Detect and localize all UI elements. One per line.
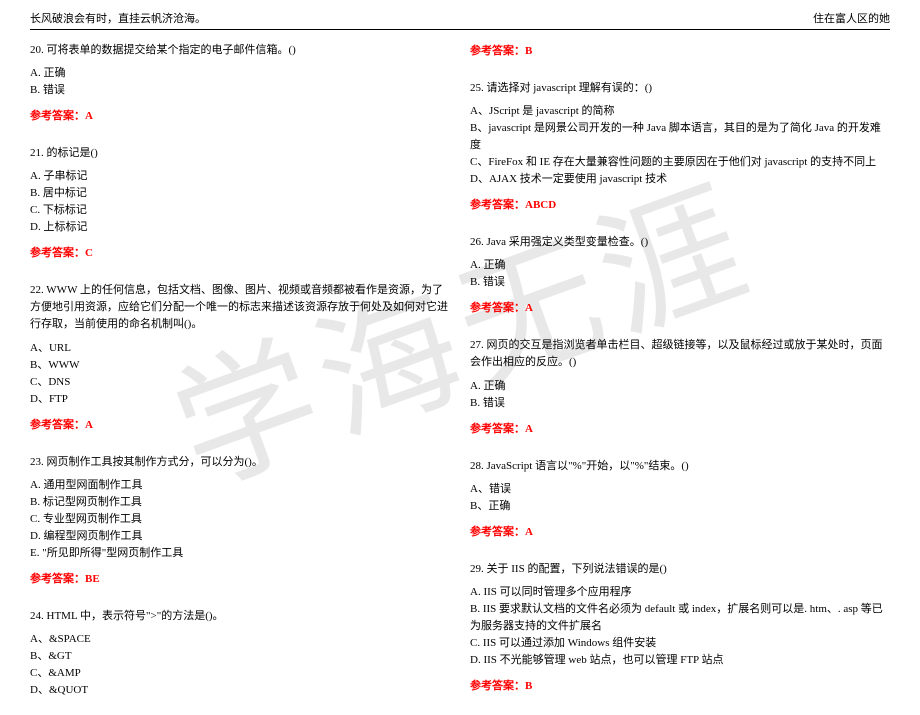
q22-opt-d: D、FTP xyxy=(30,391,450,408)
q23-stem: 23. 网页制作工具按其制作方式分，可以分为()。 xyxy=(30,454,450,471)
q20-answer: 参考答案：A xyxy=(30,107,450,123)
page-header: 长风破浪会有时，直挂云帆济沧海。 住在富人区的她 xyxy=(30,10,890,30)
header-right-text: 住在富人区的她 xyxy=(813,10,890,26)
q26-answer: 参考答案：A xyxy=(470,299,890,315)
q26-stem: 26. Java 采用强定义类型变量检查。() xyxy=(470,234,890,251)
q22-opt-c: C、DNS xyxy=(30,374,450,391)
q29-opt-c: C. IIS 可以通过添加 Windows 组件安装 xyxy=(470,635,890,652)
q23-opt-e: E. "所见即所得"型网页制作工具 xyxy=(30,545,450,562)
header-quote: 长风破浪会有时，直挂云帆济沧海。 xyxy=(30,10,206,26)
q20-opt-a: A. 正确 xyxy=(30,65,450,82)
q25-answer: 参考答案：ABCD xyxy=(470,196,890,212)
q29-answer: 参考答案：B xyxy=(470,677,890,693)
q29-stem: 29. 关于 IIS 的配置，下列说法错误的是() xyxy=(470,561,890,578)
q28-opt-a: A、错误 xyxy=(470,481,890,498)
q21-opt-d: D. 上标标记 xyxy=(30,219,450,236)
left-column: 20. 可将表单的数据提交给某个指定的电子邮件信箱。() A. 正确 B. 错误… xyxy=(30,42,450,715)
q23-answer: 参考答案：BE xyxy=(30,570,450,586)
q27-stem: 27. 网页的交互是指浏览者单击栏目、超级链接等，以及鼠标经过或放于某处时，页面… xyxy=(470,337,890,371)
q26-opt-b: B. 错误 xyxy=(470,274,890,291)
q28-stem: 28. JavaScript 语言以"%"开始，以"%"结束。() xyxy=(470,458,890,475)
q21-opt-a: A. 子串标记 xyxy=(30,168,450,185)
q25-opt-d: D、AJAX 技术一定要使用 javascript 技术 xyxy=(470,171,890,188)
q21-answer: 参考答案：C xyxy=(30,244,450,260)
q28-answer: 参考答案：A xyxy=(470,523,890,539)
q23-opt-a: A. 通用型网面制作工具 xyxy=(30,477,450,494)
q25-opt-c: C、FireFox 和 IE 存在大量兼容性问题的主要原因在于他们对 javas… xyxy=(470,154,890,171)
q29-opt-d: D. IIS 不光能够管理 web 站点，也可以管理 FTP 站点 xyxy=(470,652,890,669)
q24-opt-d: D、&QUOT xyxy=(30,682,450,699)
q25-opt-b: B、javascript 是网景公司开发的一种 Java 脚本语言，其目的是为了… xyxy=(470,120,890,154)
q24-stem: 24. HTML 中，表示符号">"的方法是()。 xyxy=(30,608,450,625)
content-columns: 20. 可将表单的数据提交给某个指定的电子邮件信箱。() A. 正确 B. 错误… xyxy=(30,42,890,715)
q28-opt-b: B、正确 xyxy=(470,498,890,515)
q25-stem: 25. 请选择对 javascript 理解有误的：() xyxy=(470,80,890,97)
q26-opt-a: A. 正确 xyxy=(470,257,890,274)
q22-answer: 参考答案：A xyxy=(30,416,450,432)
q21-opt-c: C. 下标标记 xyxy=(30,202,450,219)
right-column: 参考答案：B 25. 请选择对 javascript 理解有误的：() A、JS… xyxy=(470,42,890,715)
q20-stem: 20. 可将表单的数据提交给某个指定的电子邮件信箱。() xyxy=(30,42,450,59)
q23-opt-d: D. 编程型网页制作工具 xyxy=(30,528,450,545)
q29-opt-a: A. IIS 可以同时管理多个应用程序 xyxy=(470,584,890,601)
q22-opt-a: A、URL xyxy=(30,340,450,357)
q29-opt-b: B. IIS 要求默认文档的文件名必须为 default 或 index，扩展名… xyxy=(470,601,890,635)
q21-opt-b: B. 居中标记 xyxy=(30,185,450,202)
q27-opt-b: B. 错误 xyxy=(470,395,890,412)
q24-answer: 参考答案：B xyxy=(470,42,890,58)
q22-stem: 22. WWW 上的任何信息，包括文档、图像、图片、视频或音频都被看作是资源，为… xyxy=(30,282,450,333)
q27-answer: 参考答案：A xyxy=(470,420,890,436)
q22-opt-b: B、WWW xyxy=(30,357,450,374)
q27-opt-a: A. 正确 xyxy=(470,378,890,395)
q23-opt-c: C. 专业型网页制作工具 xyxy=(30,511,450,528)
q23-opt-b: B. 标记型网页制作工具 xyxy=(30,494,450,511)
q25-opt-a: A、JScript 是 javascript 的简称 xyxy=(470,103,890,120)
q20-opt-b: B. 错误 xyxy=(30,82,450,99)
q24-opt-a: A、&SPACE xyxy=(30,631,450,648)
q21-stem: 21. 的标记是() xyxy=(30,145,450,162)
q24-opt-c: C、&AMP xyxy=(30,665,450,682)
